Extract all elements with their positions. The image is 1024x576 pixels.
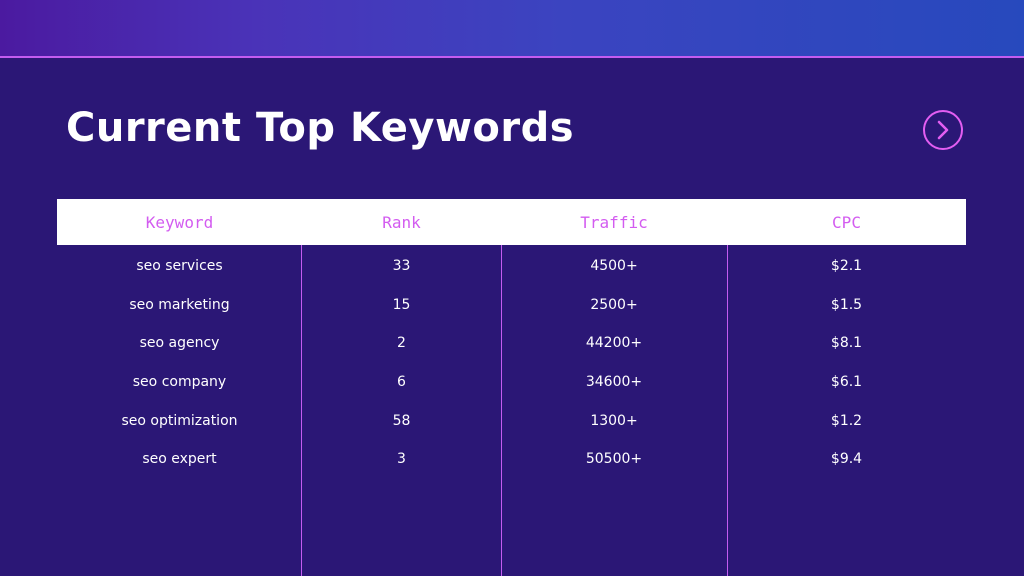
rank-cell: 15 [392, 296, 411, 313]
rank-cell: 3 [397, 451, 406, 468]
cpc-cell: $2.1 [830, 258, 863, 275]
rank-cell: 6 [397, 374, 406, 391]
keyword-cell: seo company [132, 374, 227, 391]
traffic-cell: 50500+ [585, 451, 643, 468]
table-header: Keyword Rank Traffic CPC [57, 199, 966, 245]
top-banner [0, 0, 1024, 56]
rank-cell: 2 [397, 335, 406, 352]
table-row: seo marketing 15 2500+ $1.5 [0, 286, 1024, 325]
column-header-cpc: CPC [832, 212, 861, 232]
rank-cell: 33 [392, 258, 411, 275]
cpc-cell: $1.5 [830, 296, 863, 313]
rank-cell: 58 [392, 412, 411, 429]
column-divider [501, 245, 502, 576]
column-header-traffic: Traffic [580, 212, 648, 232]
keyword-cell: seo services [136, 258, 223, 275]
column-header-keyword: Keyword [145, 212, 214, 232]
column-header-rank: Rank [382, 212, 421, 232]
traffic-cell: 2500+ [590, 296, 638, 313]
column-divider [727, 245, 728, 576]
keyword-cell: seo marketing [129, 296, 230, 313]
table-row: seo optimization 58 1300+ $1.2 [0, 401, 1024, 440]
table-body: seo services 33 4500+ $2.1 seo marketing… [0, 247, 1024, 479]
table-row: seo services 33 4500+ $2.1 [0, 247, 1024, 286]
cpc-cell: $8.1 [830, 335, 863, 352]
keyword-cell: seo agency [139, 335, 220, 352]
banner-divider [0, 56, 1024, 58]
cpc-cell: $9.4 [830, 451, 863, 468]
table-row: seo agency 2 44200+ $8.1 [0, 324, 1024, 363]
keyword-cell: seo expert [142, 451, 217, 468]
chevron-right-icon [937, 120, 949, 140]
traffic-cell: 44200+ [585, 335, 643, 352]
table-row: seo company 6 34600+ $6.1 [0, 363, 1024, 402]
traffic-cell: 1300+ [590, 412, 638, 429]
traffic-cell: 34600+ [585, 374, 643, 391]
column-divider [301, 245, 302, 576]
next-button[interactable] [923, 110, 963, 150]
page-title: Current Top Keywords [66, 105, 575, 151]
cpc-cell: $6.1 [830, 374, 863, 391]
keyword-cell: seo optimization [121, 412, 238, 429]
table-row: seo expert 3 50500+ $9.4 [0, 440, 1024, 479]
traffic-cell: 4500+ [590, 258, 638, 275]
cpc-cell: $1.2 [830, 412, 863, 429]
